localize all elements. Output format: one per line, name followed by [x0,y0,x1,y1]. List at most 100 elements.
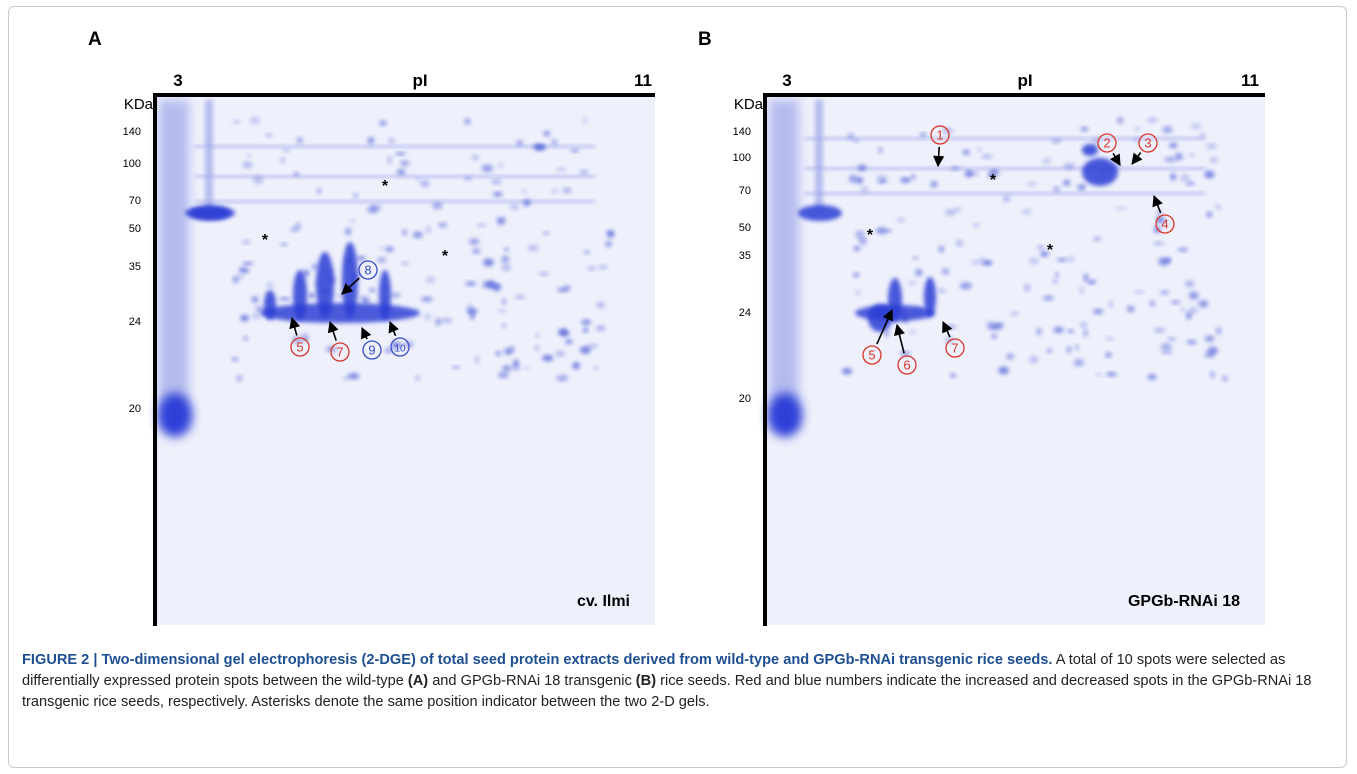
gel-spot [1024,283,1031,292]
gel-spot [303,269,310,277]
panel-label: A [88,29,102,50]
spot-circle [330,342,350,362]
gel-spot [1036,245,1045,250]
gel-spot [509,204,520,210]
spot-number: 1 [936,128,943,143]
gel-spot [472,248,481,254]
gel-spot [347,373,360,380]
gel-spot [956,239,963,247]
gel-spot [379,120,387,126]
gel-blob [768,393,802,437]
gel-spot [998,366,1009,375]
spot-number: 10 [394,344,406,355]
gel-blob [798,205,842,221]
gel-spot [1177,247,1189,252]
gel-spot [1215,204,1221,210]
asterisk: * [442,248,449,265]
gel-spot [266,282,274,288]
spot-circle [1155,214,1175,234]
arrow [1131,152,1143,165]
gel-spot [971,259,982,265]
gel-spot [415,177,420,181]
gel-spot [435,318,441,326]
pi-axis-label: 11 [1241,71,1259,90]
gel-spot [452,365,460,369]
gel-spot [489,280,495,288]
gel-spot [598,264,608,270]
gel-blob [264,290,276,320]
caption: FIGURE 2 | Two-dimensional gel electroph… [22,650,1332,713]
gel-spot [1116,116,1124,124]
gel-spot [982,260,993,266]
gel-spot [1147,117,1158,123]
gel-spot [605,241,612,247]
spot-number: 9 [368,343,375,358]
gel-spot [395,152,406,156]
gel-spot [953,207,962,212]
gel-spot [1199,133,1206,138]
gel-spot [243,336,249,341]
gel-spot [1067,329,1074,334]
gel-spot [1080,127,1089,132]
gel-spot [308,292,315,299]
panel-label: B [698,29,712,50]
pi-axis-label: 3 [782,71,791,90]
gel-spot [538,271,549,276]
asterisk: * [1047,242,1054,259]
gel-spot [390,292,401,298]
gel-spot [1010,311,1020,316]
gel-spot [976,147,982,152]
gel-spot [1053,186,1060,192]
gel-spot [945,209,956,216]
asterisk: * [262,232,269,249]
gel-spot [438,222,448,228]
gel-spot [897,218,905,223]
gel-spot [236,375,243,382]
gel-spot [468,238,480,245]
gel-spot [848,174,857,183]
gel-spot [344,227,352,236]
gel-spot [1161,349,1173,354]
gel-band [195,200,595,203]
gel-spot [583,327,589,333]
gel-spot [463,176,473,181]
gel-spot [875,227,888,234]
pi-axis-label: pI [1017,71,1032,90]
gel-spot [1186,311,1192,320]
gel-spot [1042,157,1052,164]
gel-spot [579,170,589,174]
gel-spot [1029,356,1039,364]
gel-spot [387,155,392,164]
gel-spot [899,351,911,356]
gel-spot [1188,153,1196,157]
gel-spot [1087,279,1097,285]
spot-circle [362,340,382,360]
gel-spot [1080,321,1088,328]
gel-spot [421,296,433,302]
gel-spot [497,309,507,313]
gel-spot [1170,172,1176,181]
arrow [894,323,905,354]
gel-image [157,97,655,625]
gel-blob [379,270,391,320]
gel-spot [937,288,946,293]
mw-tick-label: 70 [739,185,751,197]
gel-spot [908,280,916,285]
gel-spot [282,148,291,153]
gel-spot [501,263,511,272]
sample-label: GPGb-RNAi 18 [1128,593,1240,610]
gel-spot [859,237,867,246]
gel-spot [369,288,376,293]
gel-spot [366,206,373,213]
gel-spot [877,178,887,184]
gel-spot [294,223,302,228]
gel-spot [497,371,509,379]
gel-spot [1206,143,1217,149]
gel-spot [1170,300,1181,305]
arrow [327,320,339,341]
spot-circle [897,355,917,375]
gel-spot [1204,335,1215,342]
gel-spot [581,319,592,325]
gel-spot [513,359,519,368]
